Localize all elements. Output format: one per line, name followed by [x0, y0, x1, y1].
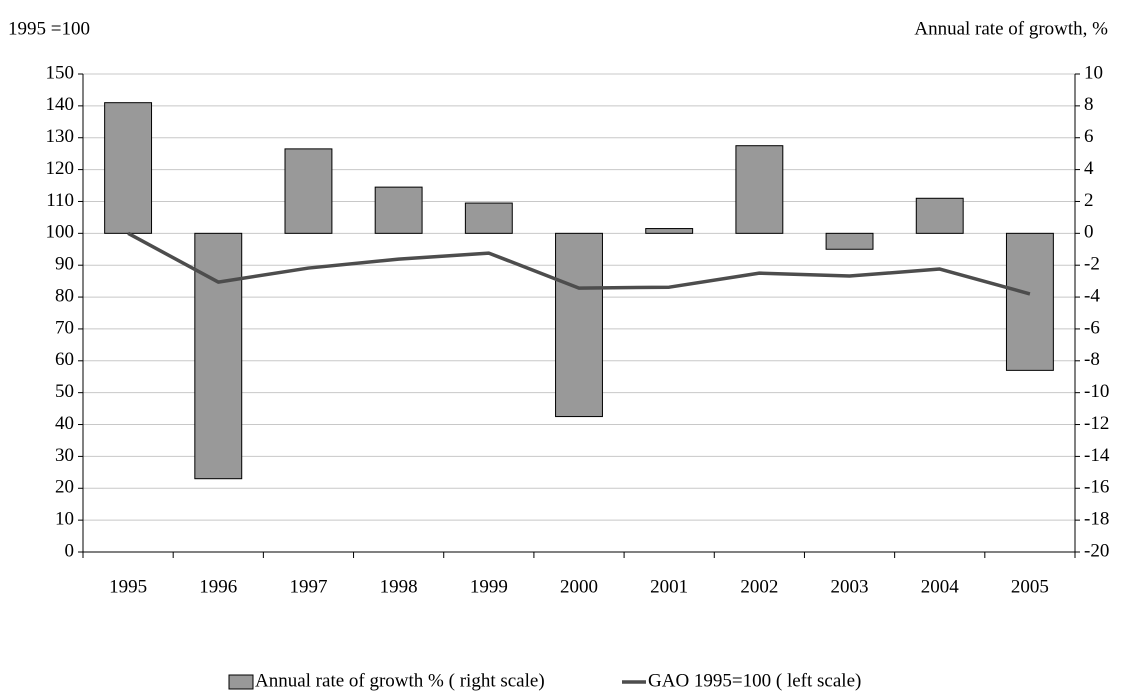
y-tick-label: 110 [46, 190, 74, 211]
y-tick-label: 20 [55, 477, 74, 498]
y-tick-label: 80 [55, 285, 74, 306]
x-tick-label: 1995 [109, 576, 147, 597]
y2-tick-label: 2 [1084, 190, 1094, 211]
bar [1005, 232, 1054, 371]
y2-tick-label: -8 [1084, 349, 1100, 370]
bar [374, 186, 423, 234]
x-tick-label: 1996 [199, 576, 237, 597]
y2-tick-label: -2 [1084, 254, 1100, 275]
x-tick-label: 2003 [831, 576, 869, 597]
legend-swatch [228, 674, 254, 690]
y-tick-label: 100 [46, 222, 75, 243]
bar [284, 148, 333, 234]
y2-tick-label: -14 [1084, 445, 1110, 466]
y-tick-label: 140 [46, 94, 75, 115]
y-tick-label: 70 [55, 317, 74, 338]
y-tick-label: 50 [55, 381, 74, 402]
bar [645, 228, 694, 234]
y2-tick-label: -16 [1084, 477, 1109, 498]
y2-tick-label: -20 [1084, 540, 1109, 561]
x-tick-label: 2004 [921, 576, 960, 597]
y-tick-label: 120 [46, 158, 75, 179]
y2-axis-label: Annual rate of growth, % [914, 18, 1108, 39]
y2-tick-label: 0 [1084, 222, 1094, 243]
y-tick-label: 90 [55, 254, 74, 275]
x-tick-label: 2002 [740, 576, 778, 597]
y-tick-label: 0 [65, 540, 75, 561]
y2-tick-label: -10 [1084, 381, 1109, 402]
y2-tick-label: 8 [1084, 94, 1094, 115]
y2-tick-label: -4 [1084, 285, 1100, 306]
x-tick-label: 1997 [289, 576, 327, 597]
x-tick-label: 1999 [470, 576, 508, 597]
y2-tick-label: 4 [1084, 158, 1094, 179]
y2-tick-label: 6 [1084, 126, 1094, 147]
y-tick-label: 40 [55, 413, 74, 434]
bar [735, 145, 784, 234]
legend-label: GAO 1995=100 ( left scale) [648, 670, 861, 691]
bar [555, 232, 603, 418]
bar [104, 102, 153, 234]
x-tick-label: 2005 [1011, 576, 1049, 597]
bar [194, 232, 243, 480]
y2-tick-label: -6 [1084, 317, 1100, 338]
x-tick-label: 1998 [380, 576, 418, 597]
y-tick-label: 150 [46, 62, 75, 83]
x-tick-label: 2000 [560, 576, 598, 597]
y-tick-label: 10 [55, 508, 74, 529]
y2-tick-label: -18 [1084, 508, 1109, 529]
y-tick-label: 30 [55, 445, 74, 466]
bar [464, 202, 513, 234]
y2-tick-label: -12 [1084, 413, 1109, 434]
legend-label: Annual rate of growth % ( right scale) [255, 670, 545, 691]
bar [825, 232, 874, 250]
bar [915, 197, 964, 234]
y2-tick-label: 10 [1084, 62, 1103, 83]
x-tick-label: 2001 [650, 576, 688, 597]
y-tick-label: 130 [46, 126, 75, 147]
line [127, 231, 1031, 296]
y-tick-label: 60 [55, 349, 74, 370]
y-axis-label: 1995 =100 [8, 18, 90, 39]
